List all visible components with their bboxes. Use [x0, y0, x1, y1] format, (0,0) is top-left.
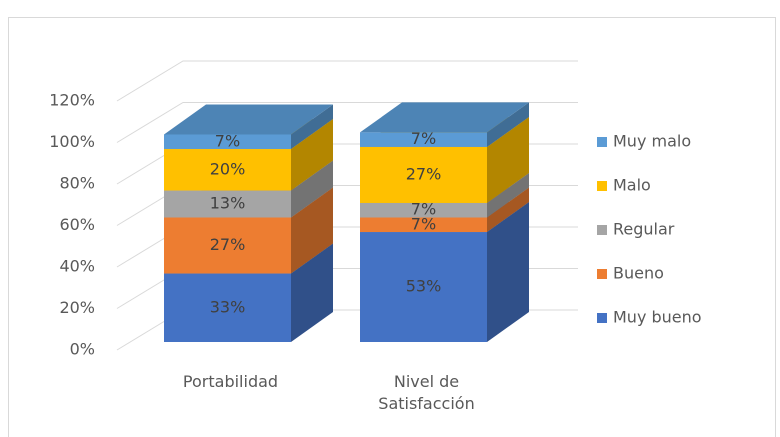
- bar-side: [291, 160, 333, 218]
- y-tick-label: 0%: [70, 340, 95, 359]
- bar-segment: [164, 190, 291, 218]
- bar-segment: [360, 232, 487, 342]
- legend-swatch: [597, 269, 607, 279]
- data-label: 20%: [210, 159, 246, 178]
- bar-side: [487, 172, 529, 218]
- chart-frame: [8, 17, 776, 437]
- legend-label: Muy malo: [613, 132, 691, 151]
- bar-side: [487, 102, 529, 147]
- bar-segment: [360, 132, 487, 147]
- bar-top: [360, 102, 529, 133]
- bar-segment: [164, 149, 291, 191]
- bar-side: [291, 187, 333, 274]
- legend-swatch: [597, 225, 607, 235]
- legend-label: Muy bueno: [613, 308, 702, 327]
- bar-side: [487, 187, 529, 233]
- bar-side: [487, 116, 529, 203]
- y-tick-label: 120%: [49, 91, 95, 110]
- y-tick-label: 100%: [49, 132, 95, 151]
- data-label: 7%: [411, 200, 436, 219]
- legend-swatch: [597, 313, 607, 323]
- x-tick-label: Portabilidad: [182, 372, 279, 391]
- data-label: 7%: [215, 131, 240, 150]
- data-label: 27%: [210, 235, 246, 254]
- legend-label: Regular: [613, 220, 675, 239]
- bar-top: [164, 104, 333, 135]
- data-label: 13%: [210, 194, 246, 213]
- bar-segment: [164, 273, 291, 342]
- bar-segment: [360, 202, 487, 218]
- data-label: 53%: [406, 277, 442, 296]
- y-tick-label: 80%: [59, 174, 95, 193]
- bar-side: [291, 104, 333, 150]
- bar-segment: [360, 217, 487, 233]
- y-tick-label: 60%: [59, 215, 95, 234]
- legend-swatch: [597, 181, 607, 191]
- bar-segment: [164, 134, 291, 150]
- bar-side: [487, 202, 529, 342]
- bar-segment: [164, 217, 291, 274]
- y-tick-label: 20%: [59, 298, 95, 317]
- grid-line: [116, 60, 578, 102]
- legend-label: Bueno: [613, 264, 664, 283]
- x-tick-label: Nivel de Satisfacción: [378, 372, 475, 413]
- data-label: 33%: [210, 297, 246, 316]
- y-tick-label: 40%: [59, 257, 95, 276]
- legend-label: Malo: [613, 176, 651, 195]
- bar-side: [291, 243, 333, 342]
- bar-segment: [360, 146, 487, 203]
- data-label: 27%: [406, 164, 442, 183]
- data-label: 7%: [411, 129, 436, 148]
- data-label: 7%: [411, 214, 436, 233]
- bar-side: [291, 119, 333, 191]
- legend-swatch: [597, 137, 607, 147]
